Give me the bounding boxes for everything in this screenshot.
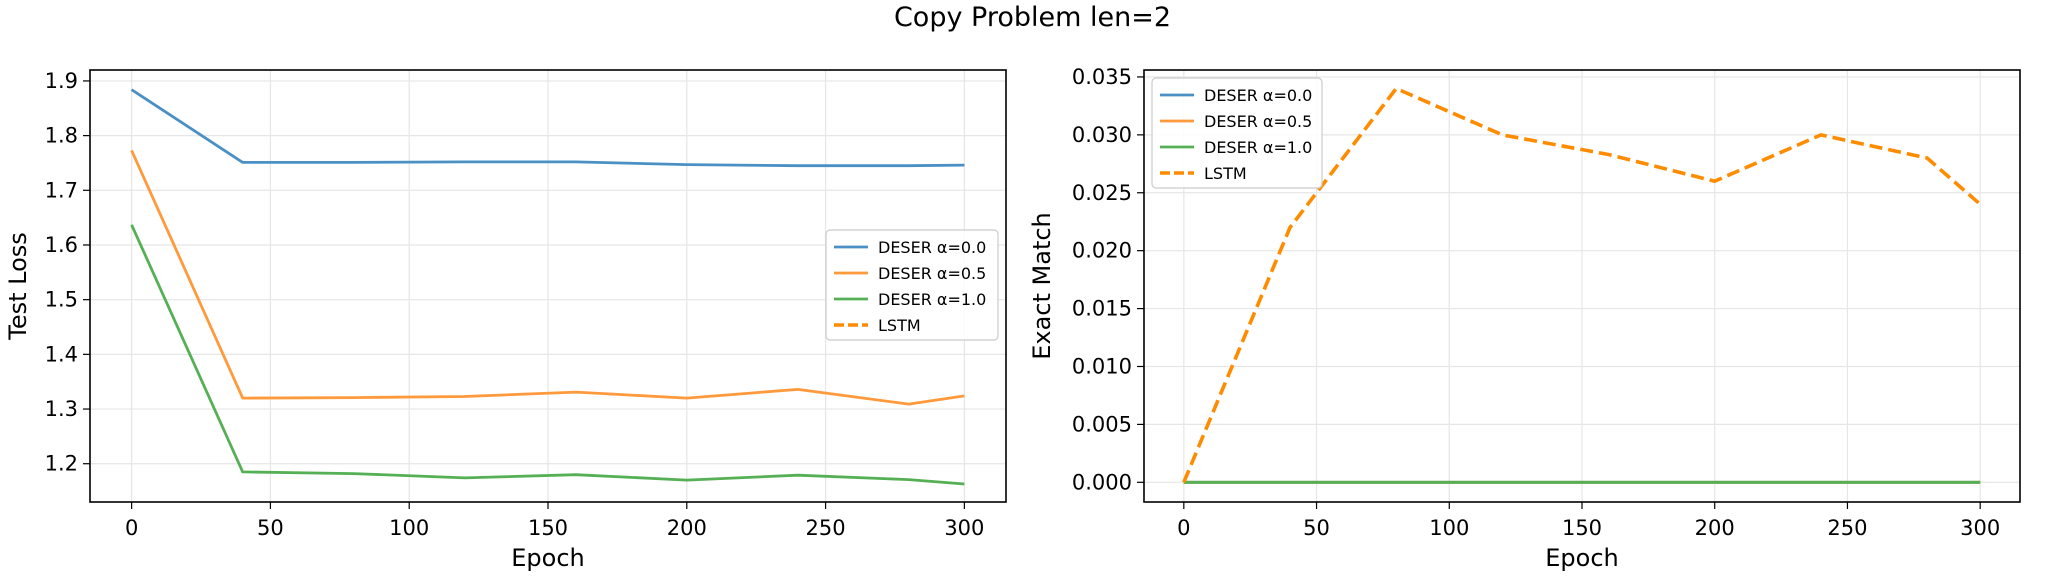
legend-label: LSTM bbox=[1204, 164, 1247, 183]
y-tick-label: 0.010 bbox=[1072, 354, 1132, 378]
x-tick-label: 300 bbox=[944, 516, 984, 540]
x-tick-label: 250 bbox=[1827, 516, 1867, 540]
y-tick-label: 1.3 bbox=[45, 397, 78, 421]
plot-frame bbox=[89, 69, 1007, 503]
x-tick-label: 200 bbox=[667, 516, 707, 540]
x-tick-label: 150 bbox=[528, 516, 568, 540]
legend-label: DESER α=0.0 bbox=[1204, 86, 1312, 105]
y-tick-label: 1.2 bbox=[45, 452, 78, 476]
y-tick-label: 0.000 bbox=[1072, 470, 1132, 494]
x-tick-label: 0 bbox=[1177, 516, 1190, 540]
legend: DESER α=0.0 DESER α=0.5 DESER α=1.0 LSTM bbox=[1151, 77, 1323, 189]
plot-frame bbox=[1143, 69, 2021, 503]
x-tick-label: 300 bbox=[1960, 516, 2000, 540]
y-tick-label: 1.4 bbox=[45, 342, 78, 366]
legend: DESER α=0.0 DESER α=0.5 DESER α=1.0 LSTM bbox=[825, 229, 999, 341]
series-line-3 bbox=[130, 224, 965, 486]
y-axis-label: Exact Match bbox=[1028, 212, 1056, 360]
y-tick-label: 0.025 bbox=[1072, 181, 1132, 205]
series-line-4 bbox=[1182, 86, 1982, 483]
x-axis-label: Epoch bbox=[1545, 544, 1619, 572]
series-line-2 bbox=[130, 149, 965, 406]
y-tick-label: 0.035 bbox=[1072, 65, 1132, 89]
figure-title: Copy Problem len=2 bbox=[893, 2, 1172, 33]
x-tick-label: 250 bbox=[806, 516, 846, 540]
x-tick-label: 50 bbox=[257, 516, 284, 540]
legend-label: LSTM bbox=[878, 316, 921, 335]
y-tick-label: 1.8 bbox=[45, 124, 78, 148]
chart-panel-2: 0 50 100 150 200 250 300 0.000 0.005 0.010 0.015 0.… bbox=[1028, 65, 2021, 572]
y-tick-label: 1.9 bbox=[45, 69, 78, 93]
y-tick-label: 0.020 bbox=[1072, 239, 1132, 263]
y-tick-label: 0.030 bbox=[1072, 123, 1132, 147]
y-tick-label: 1.7 bbox=[45, 178, 78, 202]
y-tick-label: 1.6 bbox=[45, 233, 78, 257]
y-tick-label: 0.005 bbox=[1072, 412, 1132, 436]
x-tick-label: 100 bbox=[389, 516, 429, 540]
x-tick-label: 100 bbox=[1429, 516, 1469, 540]
x-axis-label: Epoch bbox=[511, 544, 585, 572]
y-axis-label: Test Loss bbox=[4, 232, 32, 341]
x-tick-label: 50 bbox=[1303, 516, 1330, 540]
x-tick-label: 0 bbox=[125, 516, 138, 540]
x-tick-label: 150 bbox=[1562, 516, 1602, 540]
y-tick-label: 1.5 bbox=[45, 288, 78, 312]
chart-panel-1: 0 50 100 150 200 250 300 1.2 1.3 1.4 1.5 1.6 1.7 1.8 1… bbox=[4, 69, 1007, 572]
legend-box bbox=[1151, 77, 1323, 189]
legend-label: DESER α=1.0 bbox=[878, 290, 986, 309]
legend-box bbox=[825, 229, 999, 341]
y-tick-label: 0.015 bbox=[1072, 297, 1132, 321]
legend-label: DESER α=1.0 bbox=[1204, 138, 1312, 157]
x-tick-label: 200 bbox=[1695, 516, 1735, 540]
legend-label: DESER α=0.5 bbox=[878, 264, 986, 283]
series-line-1 bbox=[130, 88, 965, 168]
legend-label: DESER α=0.0 bbox=[878, 238, 986, 257]
legend-label: DESER α=0.5 bbox=[1204, 112, 1312, 131]
